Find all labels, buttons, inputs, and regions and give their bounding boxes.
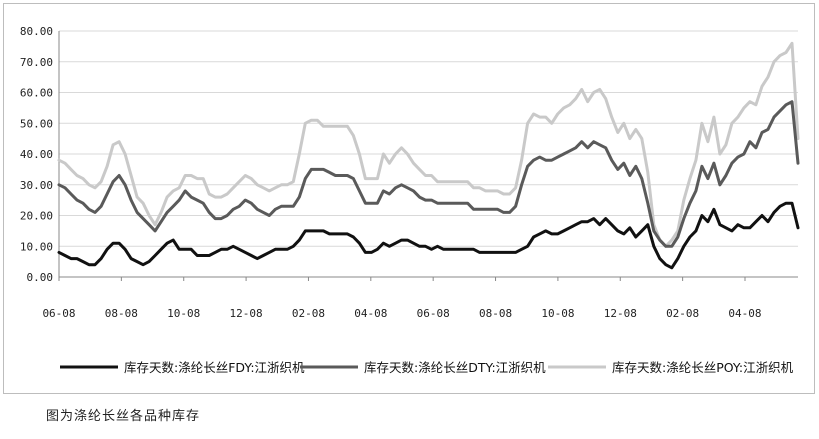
x-tick-label: 04-08 xyxy=(728,307,761,320)
series-line-1 xyxy=(57,201,800,270)
y-tick-label: 40.00 xyxy=(20,148,53,161)
series-line-2 xyxy=(57,100,800,248)
x-tick-label: 02-08 xyxy=(666,307,699,320)
x-tick-label: 06-08 xyxy=(42,307,75,320)
y-tick-label: 60.00 xyxy=(20,87,53,100)
series-lines xyxy=(57,41,800,270)
legend-label-1: 库存天数:涤纶长丝FDY:江浙织机 xyxy=(124,360,305,375)
y-tick-label: 0.00 xyxy=(27,271,54,284)
axes: 0.00 10.00 20.00 30.00 40.00 50.00 60.00 70.00 8… xyxy=(20,25,798,320)
line-chart: 0.00 10.00 20.00 30.00 40.00 50.00 60.00 70.00 8… xyxy=(20,25,800,375)
x-tick-label: 10-08 xyxy=(167,307,200,320)
x-tick-label: 06-08 xyxy=(417,307,450,320)
y-tick-label: 70.00 xyxy=(20,56,53,69)
x-tick-label: 10-08 xyxy=(541,307,574,320)
gridlines xyxy=(59,30,798,247)
x-tick-label: 02-08 xyxy=(292,307,325,320)
x-tick-label: 12-08 xyxy=(230,307,263,320)
y-tick-label: 20.00 xyxy=(20,210,53,223)
x-tick-label: 04-08 xyxy=(354,307,387,320)
series-line-3 xyxy=(57,41,800,248)
legend-label-2: 库存天数:涤纶长丝DTY:江浙织机 xyxy=(364,360,546,375)
y-tick-label: 80.00 xyxy=(20,25,53,38)
y-tick-label: 10.00 xyxy=(20,240,53,253)
legend: 库存天数:涤纶长丝FDY:江浙织机 库存天数:涤纶长丝DTY:江浙织机 库存天数:涤… xyxy=(60,360,794,375)
x-tick-label: 08-08 xyxy=(105,307,138,320)
x-tick-label: 08-08 xyxy=(479,307,512,320)
x-tick-label: 12-08 xyxy=(604,307,637,320)
y-tick-label: 50.00 xyxy=(20,117,53,130)
legend-label-3: 库存天数:涤纶长丝POY:江浙织机 xyxy=(612,360,794,375)
figure-caption: 图为涤纶长丝各品种库存 xyxy=(46,409,201,424)
y-tick-label: 30.00 xyxy=(20,179,53,192)
